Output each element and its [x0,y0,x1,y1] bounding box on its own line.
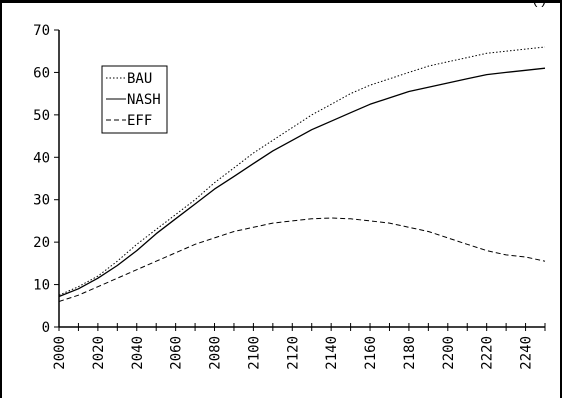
x-tick-label: 2140 [324,336,340,370]
x-tick-label: 2060 [169,336,185,370]
y-tick-label: 70 [33,23,50,39]
series-line-eff [58,217,546,302]
axes: 0 10 20 30 40 50 60 70 2000 2020 2040 2060 2080 2100 2… [33,23,546,370]
y-tick-label: 0 [42,320,50,336]
clipped-title-text: ( ) [533,0,546,7]
legend: BAU NASH EFF [101,65,168,134]
top-border [2,0,562,3]
x-tick-label: 2080 [208,336,224,370]
y-tick-label: 20 [33,235,50,251]
x-tick-label: 2180 [402,336,418,370]
x-tick-label: 2240 [519,336,535,370]
x-tick-label: 2000 [52,336,68,370]
x-tick-label: 2200 [441,336,457,370]
x-tick-label: 2220 [480,336,496,370]
y-tick-label: 50 [33,108,50,124]
x-tick-label: 2100 [246,336,262,370]
y-tick-label: 40 [33,150,50,166]
x-tick-label: 2160 [363,336,379,370]
series-layer [58,46,546,302]
x-tick-label: 2020 [91,336,107,370]
legend-label: EFF [127,113,152,129]
series-line-nash [58,67,546,298]
legend-label: NASH [127,92,161,108]
x-tick-label: 2040 [130,336,146,370]
y-tick-label: 30 [33,193,50,209]
y-tick-label: 10 [33,278,50,294]
y-tick-label: 60 [33,65,50,81]
x-tick-label: 2120 [285,336,301,370]
legend-label: BAU [127,71,152,87]
